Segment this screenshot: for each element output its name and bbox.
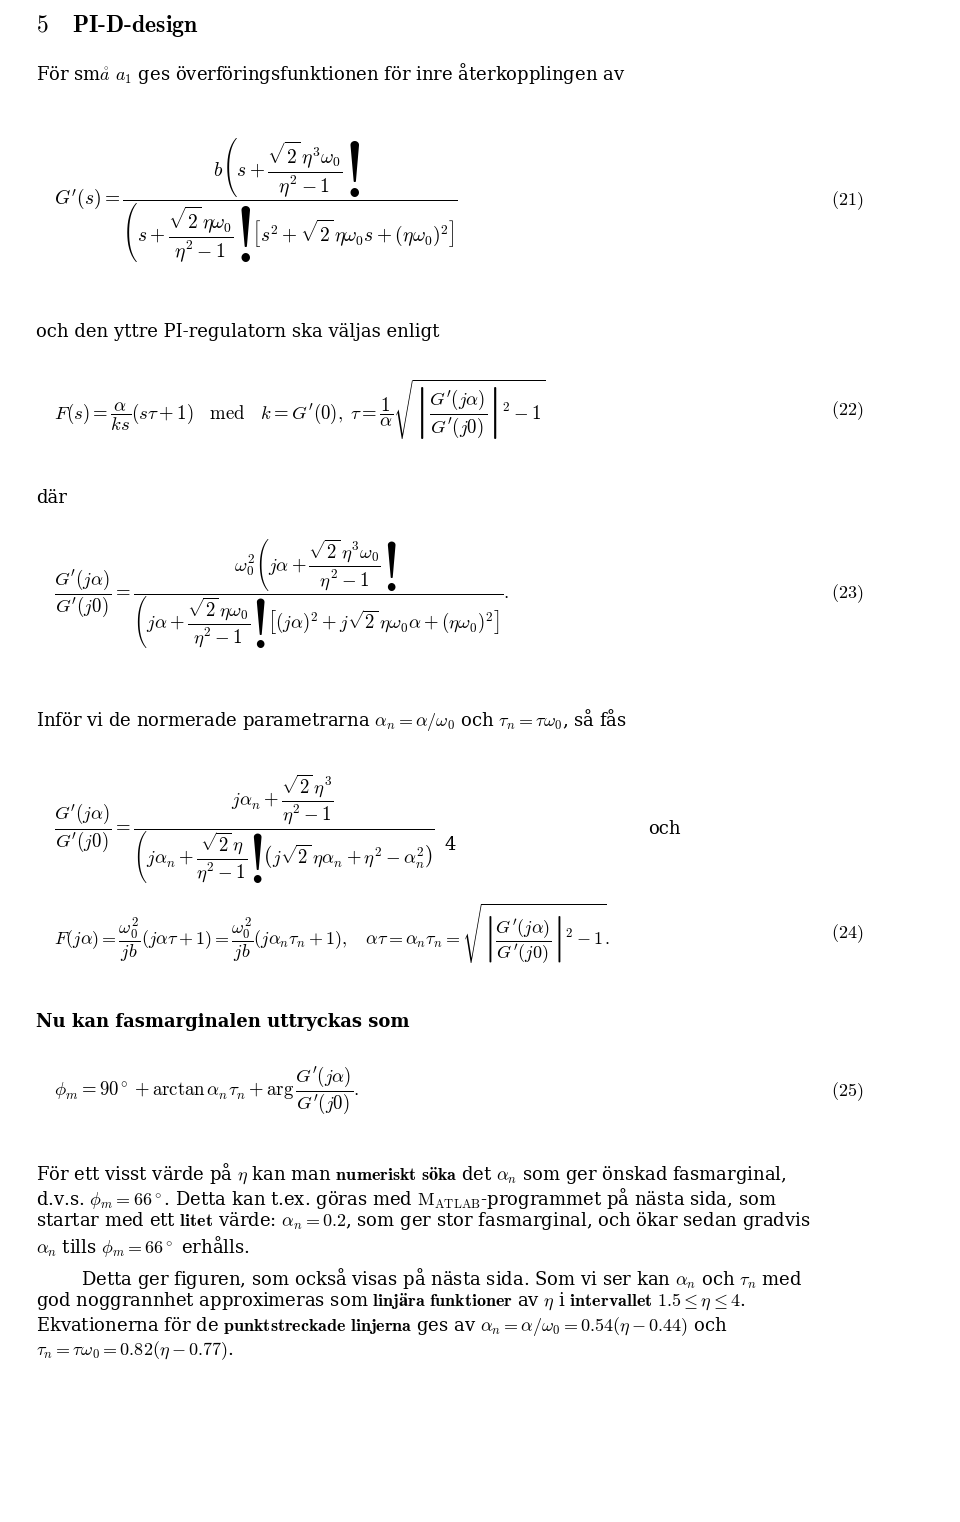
- Text: Inför vi de normerade parametrarna $\alpha_n = \alpha/\omega_0$ och $\tau_n = \t: Inför vi de normerade parametrarna $\alp…: [36, 708, 627, 734]
- Text: $\tau_n = \tau\omega_0 = 0.82(\eta - 0.77)$.: $\tau_n = \tau\omega_0 = 0.82(\eta - 0.7…: [36, 1339, 233, 1362]
- Text: Nu kan fasmarginalen uttryckas som: Nu kan fasmarginalen uttryckas som: [36, 1012, 410, 1030]
- Text: För sm$\mathring{a}$ $a_1$ ges överföringsfunktionen för inre återkopplingen av: För sm$\mathring{a}$ $a_1$ ges överförin…: [36, 61, 625, 87]
- Text: $\phi_m = 90^\circ + \arctan\alpha_n\tau_n + \arg\dfrac{G'(j\alpha)}{G'(j0)}.$: $\phi_m = 90^\circ + \arctan\alpha_n\tau…: [54, 1065, 359, 1117]
- Text: god noggrannhet approximeras som $\mathbf{linjära\ funktioner}$ av $\eta$ i $\ma: god noggrannhet approximeras som $\mathb…: [36, 1291, 745, 1312]
- Text: startar med ett $\mathbf{litet}$ värde: $\alpha_n = 0.2$, som ger stor fasmargin: startar med ett $\mathbf{litet}$ värde: …: [36, 1210, 810, 1231]
- Text: $(22)$: $(22)$: [831, 399, 864, 422]
- Text: där: där: [36, 489, 67, 507]
- Text: $(21)$: $(21)$: [831, 189, 864, 212]
- Text: $\dfrac{G'(j\alpha)}{G'(j0)} = \dfrac{j\alpha_n + \dfrac{\sqrt{2}\,\eta^3}{\eta^: $\dfrac{G'(j\alpha)}{G'(j0)} = \dfrac{j\…: [54, 773, 435, 886]
- Text: $F(j\alpha) = \dfrac{\omega_0^2}{jb}(j\alpha\tau + 1) = \dfrac{\omega_0^2}{jb}(j: $F(j\alpha) = \dfrac{\omega_0^2}{jb}(j\a…: [54, 903, 611, 966]
- Text: För ett visst värde på $\eta$ kan man $\mathbf{numeriskt\ söka}$ det $\alpha_n$ : För ett visst värde på $\eta$ kan man $\…: [36, 1161, 786, 1186]
- Text: och den yttre PI-regulatorn ska väljas enligt: och den yttre PI-regulatorn ska väljas e…: [36, 323, 440, 341]
- Text: 4: 4: [444, 836, 455, 854]
- Text: $G'(s) = \dfrac{b\left(s + \dfrac{\sqrt{2}\,\eta^3\omega_0}{\eta^2 - 1}\right)}{: $G'(s) = \dfrac{b\left(s + \dfrac{\sqrt{…: [54, 137, 458, 265]
- Text: och: och: [648, 820, 681, 839]
- Text: $\mathbf{5}$   $\mathbf{PI\text{-}D\text{-}design}$: $\mathbf{5}$ $\mathbf{PI\text{-}D\text{-…: [36, 14, 199, 40]
- Text: Ekvationerna för de $\mathbf{punktstreckade\ linjerna}$ ges av $\alpha_n = \alph: Ekvationerna för de $\mathbf{punktstreck…: [36, 1315, 728, 1338]
- Text: $(24)$: $(24)$: [831, 922, 864, 945]
- Text: Detta ger figuren, som också visas på nästa sida. Som vi ser kan $\alpha_n$ och : Detta ger figuren, som också visas på nä…: [81, 1266, 803, 1291]
- Text: $(25)$: $(25)$: [831, 1081, 864, 1102]
- Text: $\alpha_n$ tills $\phi_m = 66^\circ$ erhålls.: $\alpha_n$ tills $\phi_m = 66^\circ$ erh…: [36, 1234, 250, 1259]
- Text: d.v.s. $\phi_m = 66^\circ$. Detta kan t.ex. göras med $\mathrm{M}_{\mathrm{ATLAB: d.v.s. $\phi_m = 66^\circ$. Detta kan t.…: [36, 1186, 777, 1210]
- Text: $\dfrac{G'(j\alpha)}{G'(j0)} = \dfrac{\omega_0^2\left(j\alpha + \dfrac{\sqrt{2}\: $\dfrac{G'(j\alpha)}{G'(j0)} = \dfrac{\o…: [54, 537, 509, 650]
- Text: $F(s) = \dfrac{\alpha}{ks}(s\tau + 1) \quad \text{med} \quad k = G'(0),\; \tau =: $F(s) = \dfrac{\alpha}{ks}(s\tau + 1) \q…: [54, 377, 545, 443]
- Text: $(23)$: $(23)$: [831, 583, 864, 606]
